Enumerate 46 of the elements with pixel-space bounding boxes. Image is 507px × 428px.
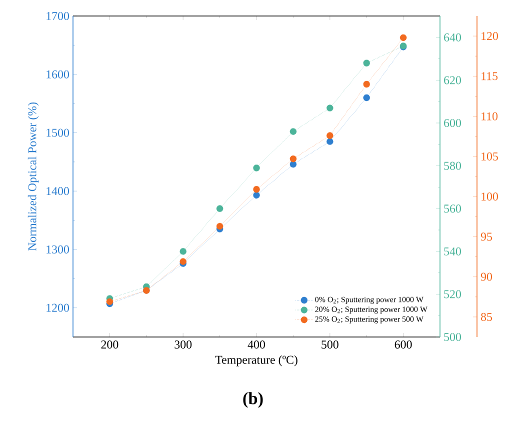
y2-tick-label: 600 <box>444 118 461 128</box>
y3-tick-label: 85 <box>480 312 492 321</box>
y-tick-label: 1700 <box>46 12 70 20</box>
point <box>400 34 407 42</box>
point <box>216 205 224 212</box>
y2-tick-label: 640 <box>444 33 461 42</box>
y3-tick-label: 105 <box>482 152 498 160</box>
x-tick-label: 300 <box>174 340 192 349</box>
y3-tick-label: 100 <box>482 192 498 201</box>
text: (b) <box>243 392 263 408</box>
x-tick-label: 400 <box>248 340 266 349</box>
point <box>363 60 370 67</box>
y3-tick-label: 95 <box>480 232 492 241</box>
y2-tick-label: 580 <box>444 162 461 170</box>
point <box>253 192 260 199</box>
y-tick-label: 1200 <box>46 304 70 312</box>
y2-tick-label: 540 <box>444 247 461 256</box>
y-tick-label: 1400 <box>46 187 70 196</box>
x-axis-title: Temperature (ºC) <box>215 355 298 366</box>
point <box>363 80 370 88</box>
x-tick-label: 600 <box>394 340 412 349</box>
y3-tick-label: 120 <box>482 32 498 40</box>
y3-tick-label: 90 <box>480 272 492 281</box>
point <box>363 94 370 102</box>
y3-tick-label: 110 <box>482 112 498 120</box>
x-tick-label: 500 <box>322 340 338 349</box>
point <box>326 138 334 145</box>
y-tick-label: 1500 <box>46 128 70 137</box>
point <box>326 104 334 112</box>
y2-tick-label: 520 <box>444 290 461 298</box>
y-tick-label: 1300 <box>46 245 70 254</box>
point <box>290 160 297 168</box>
point <box>326 132 334 140</box>
y2-tick-label: 620 <box>444 76 461 84</box>
point <box>290 155 297 162</box>
x-tick-label: 200 <box>101 340 118 349</box>
point <box>290 128 297 136</box>
point <box>253 164 260 172</box>
y3-tick-label: 115 <box>482 72 498 80</box>
y2-tick-label: 500 <box>444 332 461 342</box>
y-axis-title: Normalized Optical Power (%) <box>28 102 39 251</box>
y2-tick-label: 560 <box>444 204 461 213</box>
point <box>216 222 224 230</box>
point <box>253 186 260 193</box>
point <box>180 248 187 255</box>
y-tick-label: 1600 <box>46 70 70 78</box>
